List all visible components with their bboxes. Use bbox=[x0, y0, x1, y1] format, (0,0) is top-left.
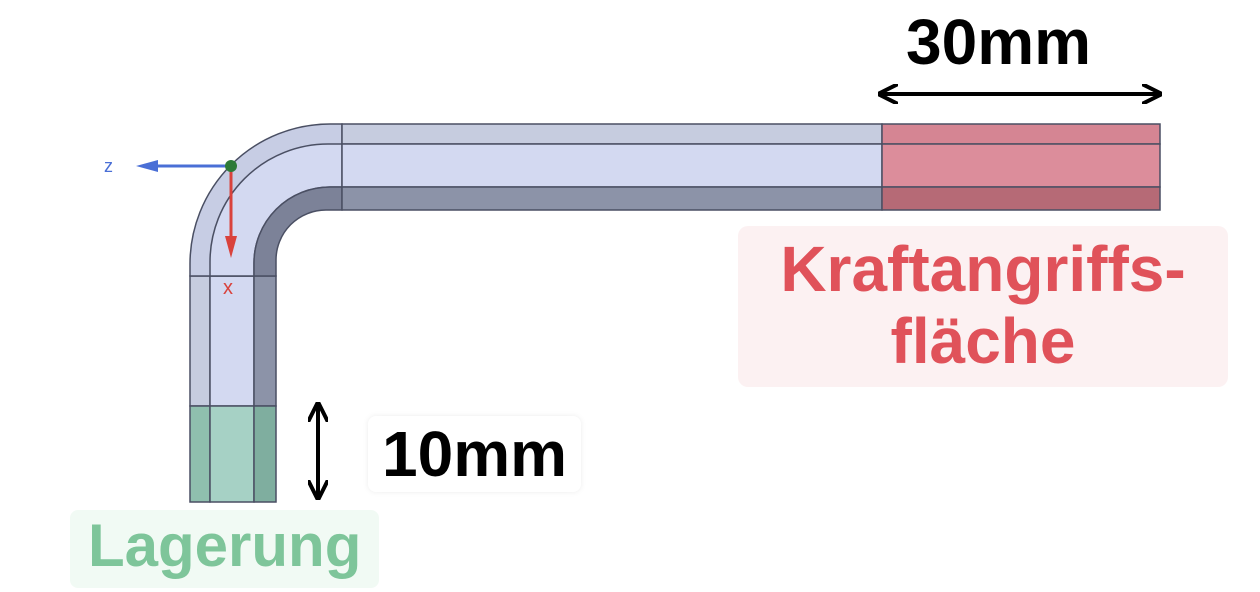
force-region bbox=[881, 123, 1161, 211]
dimension-label-10mm: 10mm bbox=[368, 416, 581, 492]
coordinate-triad: z x bbox=[104, 156, 237, 299]
dimension-label-30mm: 30mm bbox=[892, 4, 1105, 80]
origin-point bbox=[225, 160, 237, 172]
x-axis-label: x bbox=[223, 277, 233, 299]
vertical-leg bbox=[189, 275, 277, 407]
x-axis-arrowhead bbox=[225, 236, 237, 258]
force-region-label: Kraftangriffs- fläche bbox=[738, 226, 1228, 388]
force-region-label-line2: fläche bbox=[890, 304, 1076, 377]
z-axis-arrowhead bbox=[136, 160, 158, 172]
support-region-label: Lagerung bbox=[70, 510, 380, 588]
force-region-label-line1: Kraftangriffs- bbox=[780, 233, 1186, 305]
z-axis-label: z bbox=[104, 156, 113, 176]
support-region bbox=[189, 405, 277, 503]
horizontal-leg bbox=[341, 123, 883, 211]
beam-bend bbox=[189, 123, 343, 277]
